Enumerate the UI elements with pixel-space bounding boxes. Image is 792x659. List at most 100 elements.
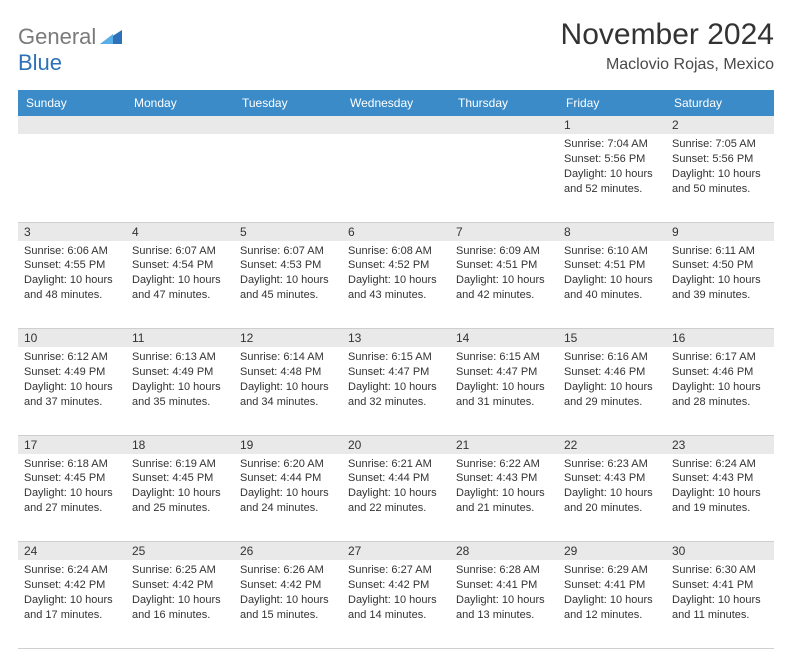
- day-cell: Sunrise: 7:04 AMSunset: 5:56 PMDaylight:…: [558, 134, 666, 222]
- day-details: Sunrise: 7:04 AMSunset: 5:56 PMDaylight:…: [564, 137, 660, 196]
- sunset-text: Sunset: 4:43 PM: [672, 471, 768, 486]
- sunset-text: Sunset: 4:44 PM: [240, 471, 336, 486]
- day-cell: Sunrise: 6:15 AMSunset: 4:47 PMDaylight:…: [450, 347, 558, 435]
- daylight-text: Daylight: 10 hours and 47 minutes.: [132, 273, 228, 303]
- daylight-text: Daylight: 10 hours and 48 minutes.: [24, 273, 120, 303]
- sunset-text: Sunset: 4:45 PM: [132, 471, 228, 486]
- weekday-header: Friday: [558, 90, 666, 116]
- daylight-text: Daylight: 10 hours and 11 minutes.: [672, 593, 768, 623]
- day-number: 14: [450, 329, 558, 348]
- day-details: Sunrise: 6:15 AMSunset: 4:47 PMDaylight:…: [348, 350, 444, 409]
- sunset-text: Sunset: 4:47 PM: [456, 365, 552, 380]
- daylight-text: Daylight: 10 hours and 25 minutes.: [132, 486, 228, 516]
- day-details: Sunrise: 6:17 AMSunset: 4:46 PMDaylight:…: [672, 350, 768, 409]
- day-number: 18: [126, 435, 234, 454]
- day-number: 1: [558, 116, 666, 134]
- sunset-text: Sunset: 4:41 PM: [456, 578, 552, 593]
- daylight-text: Daylight: 10 hours and 50 minutes.: [672, 167, 768, 197]
- week-row: Sunrise: 6:12 AMSunset: 4:49 PMDaylight:…: [18, 347, 774, 435]
- daynum-row: 17181920212223: [18, 435, 774, 454]
- day-cell: Sunrise: 6:11 AMSunset: 4:50 PMDaylight:…: [666, 241, 774, 329]
- day-cell: Sunrise: 6:08 AMSunset: 4:52 PMDaylight:…: [342, 241, 450, 329]
- sunrise-text: Sunrise: 6:15 AM: [348, 350, 444, 365]
- sunrise-text: Sunrise: 6:10 AM: [564, 244, 660, 259]
- sunrise-text: Sunrise: 6:16 AM: [564, 350, 660, 365]
- day-cell: Sunrise: 6:12 AMSunset: 4:49 PMDaylight:…: [18, 347, 126, 435]
- daylight-text: Daylight: 10 hours and 14 minutes.: [348, 593, 444, 623]
- sunset-text: Sunset: 4:55 PM: [24, 258, 120, 273]
- daylight-text: Daylight: 10 hours and 21 minutes.: [456, 486, 552, 516]
- day-number: 26: [234, 542, 342, 561]
- sunset-text: Sunset: 4:43 PM: [564, 471, 660, 486]
- day-details: Sunrise: 6:10 AMSunset: 4:51 PMDaylight:…: [564, 244, 660, 303]
- daylight-text: Daylight: 10 hours and 34 minutes.: [240, 380, 336, 410]
- day-details: Sunrise: 6:28 AMSunset: 4:41 PMDaylight:…: [456, 563, 552, 622]
- daylight-text: Daylight: 10 hours and 19 minutes.: [672, 486, 768, 516]
- daynum-row: 3456789: [18, 222, 774, 241]
- day-cell: [18, 134, 126, 222]
- day-number: 9: [666, 222, 774, 241]
- weekday-header: Wednesday: [342, 90, 450, 116]
- day-details: Sunrise: 6:24 AMSunset: 4:42 PMDaylight:…: [24, 563, 120, 622]
- day-number: 15: [558, 329, 666, 348]
- day-cell: Sunrise: 6:21 AMSunset: 4:44 PMDaylight:…: [342, 454, 450, 542]
- day-details: Sunrise: 6:21 AMSunset: 4:44 PMDaylight:…: [348, 457, 444, 516]
- daynum-row: 10111213141516: [18, 329, 774, 348]
- week-row: Sunrise: 7:04 AM Sunset: 5:56 PMDaylight:…: [18, 134, 774, 222]
- day-cell: [126, 134, 234, 222]
- sunrise-text: Sunrise: 6:25 AM: [132, 563, 228, 578]
- daynum-row: 12: [18, 116, 774, 134]
- day-details: Sunrise: 6:19 AMSunset: 4:45 PMDaylight:…: [132, 457, 228, 516]
- day-details: Sunrise: 6:20 AMSunset: 4:44 PMDaylight:…: [240, 457, 336, 516]
- sunrise-text: Sunrise: 6:07 AM: [240, 244, 336, 259]
- sunrise-text: Sunrise: 7:04 AM: [564, 137, 660, 152]
- day-cell: Sunrise: 6:20 AMSunset: 4:44 PMDaylight:…: [234, 454, 342, 542]
- day-cell: Sunrise: 6:18 AMSunset: 4:45 PMDaylight:…: [18, 454, 126, 542]
- daylight-text: Daylight: 10 hours and 37 minutes.: [24, 380, 120, 410]
- day-number: [18, 116, 126, 134]
- day-cell: Sunrise: 6:30 AMSunset: 4:41 PMDaylight:…: [666, 560, 774, 648]
- day-number: 12: [234, 329, 342, 348]
- day-details: Sunrise: 6:07 AMSunset: 4:53 PMDaylight:…: [240, 244, 336, 303]
- day-details: Sunrise: 6:29 AMSunset: 4:41 PMDaylight:…: [564, 563, 660, 622]
- sunset-text: Sunset: 4:51 PM: [564, 258, 660, 273]
- sunset-text: Sunset: 4:46 PM: [564, 365, 660, 380]
- day-cell: [450, 134, 558, 222]
- day-cell: Sunrise: 6:24 AMSunset: 4:43 PMDaylight:…: [666, 454, 774, 542]
- sunrise-text: Sunrise: 6:06 AM: [24, 244, 120, 259]
- week-row: Sunrise: 6:18 AMSunset: 4:45 PMDaylight:…: [18, 454, 774, 542]
- day-number: [234, 116, 342, 134]
- day-cell: Sunrise: 6:13 AMSunset: 4:49 PMDaylight:…: [126, 347, 234, 435]
- daylight-text: Daylight: 10 hours and 16 minutes.: [132, 593, 228, 623]
- day-number: 4: [126, 222, 234, 241]
- sunrise-text: Sunrise: 6:29 AM: [564, 563, 660, 578]
- daylight-text: Daylight: 10 hours and 13 minutes.: [456, 593, 552, 623]
- day-number: [342, 116, 450, 134]
- calendar-page: GeneralBlue November 2024 Maclovio Rojas…: [0, 0, 792, 659]
- daylight-text: Daylight: 10 hours and 24 minutes.: [240, 486, 336, 516]
- sunset-text: Sunset: 5:56 PM: [672, 152, 768, 167]
- calendar-body: 12Sunrise: 7:04 AMSunset: 5:56 PMDayligh…: [18, 116, 774, 648]
- day-details: Sunrise: 6:12 AMSunset: 4:49 PMDaylight:…: [24, 350, 120, 409]
- sunrise-text: Sunrise: 6:15 AM: [456, 350, 552, 365]
- sunrise-text: Sunrise: 6:23 AM: [564, 457, 660, 472]
- day-cell: Sunrise: 6:25 AMSunset: 4:42 PMDaylight:…: [126, 560, 234, 648]
- day-details: Sunrise: 6:07 AMSunset: 4:54 PMDaylight:…: [132, 244, 228, 303]
- day-number: 13: [342, 329, 450, 348]
- sunset-text: Sunset: 4:41 PM: [672, 578, 768, 593]
- logo-text-blue: Blue: [18, 50, 62, 75]
- day-number: 16: [666, 329, 774, 348]
- logo-triangle-icon: [100, 30, 122, 47]
- day-number: 27: [342, 542, 450, 561]
- sunset-text: Sunset: 4:49 PM: [24, 365, 120, 380]
- sunset-text: Sunset: 4:48 PM: [240, 365, 336, 380]
- daylight-text: Daylight: 10 hours and 39 minutes.: [672, 273, 768, 303]
- day-cell: Sunrise: 6:06 AMSunset: 4:55 PMDaylight:…: [18, 241, 126, 329]
- day-details: Sunrise: 6:24 AMSunset: 4:43 PMDaylight:…: [672, 457, 768, 516]
- sunset-text: Sunset: 4:44 PM: [348, 471, 444, 486]
- day-cell: Sunrise: 6:24 AMSunset: 4:42 PMDaylight:…: [18, 560, 126, 648]
- sunrise-text: Sunrise: 6:28 AM: [456, 563, 552, 578]
- sunset-text: Sunset: 4:42 PM: [240, 578, 336, 593]
- day-number: 6: [342, 222, 450, 241]
- sunrise-text: Sunrise: 6:12 AM: [24, 350, 120, 365]
